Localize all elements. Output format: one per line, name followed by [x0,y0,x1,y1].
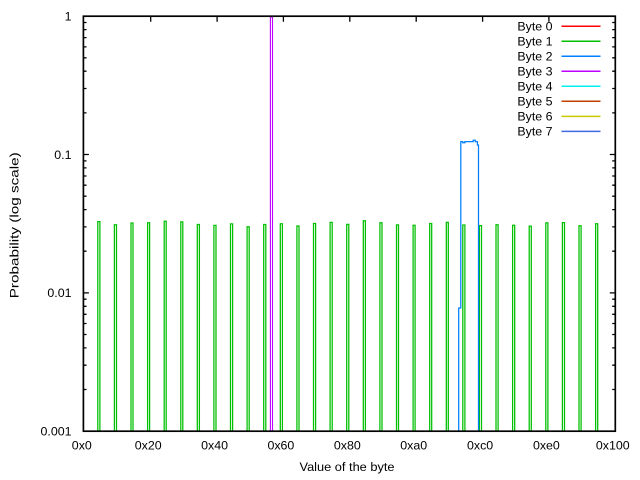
svg-text:0xa0: 0xa0 [400,439,427,453]
svg-text:Probability (log scale): Probability (log scale) [8,152,22,298]
svg-text:0.1: 0.1 [54,148,71,162]
svg-text:Byte 1: Byte 1 [517,35,552,49]
svg-text:0x20: 0x20 [135,439,162,453]
svg-text:0.01: 0.01 [47,286,71,300]
svg-text:0x40: 0x40 [201,439,228,453]
svg-text:Value of the byte: Value of the byte [300,460,395,474]
svg-text:Byte 4: Byte 4 [517,80,552,94]
svg-text:0x80: 0x80 [334,439,361,453]
svg-text:0x60: 0x60 [267,439,294,453]
svg-text:Byte 2: Byte 2 [517,50,552,64]
svg-text:0xc0: 0xc0 [467,439,493,453]
svg-text:Byte 3: Byte 3 [517,65,552,79]
svg-text:Byte 7: Byte 7 [517,125,552,139]
svg-text:Byte 0: Byte 0 [517,20,552,34]
svg-text:0x100: 0x100 [596,439,630,453]
svg-text:0x0: 0x0 [72,439,92,453]
svg-text:1: 1 [65,10,72,24]
svg-text:Byte 5: Byte 5 [517,95,552,109]
svg-text:0.001: 0.001 [40,425,71,439]
svg-text:Byte 6: Byte 6 [517,110,552,124]
svg-text:0xe0: 0xe0 [533,439,560,453]
